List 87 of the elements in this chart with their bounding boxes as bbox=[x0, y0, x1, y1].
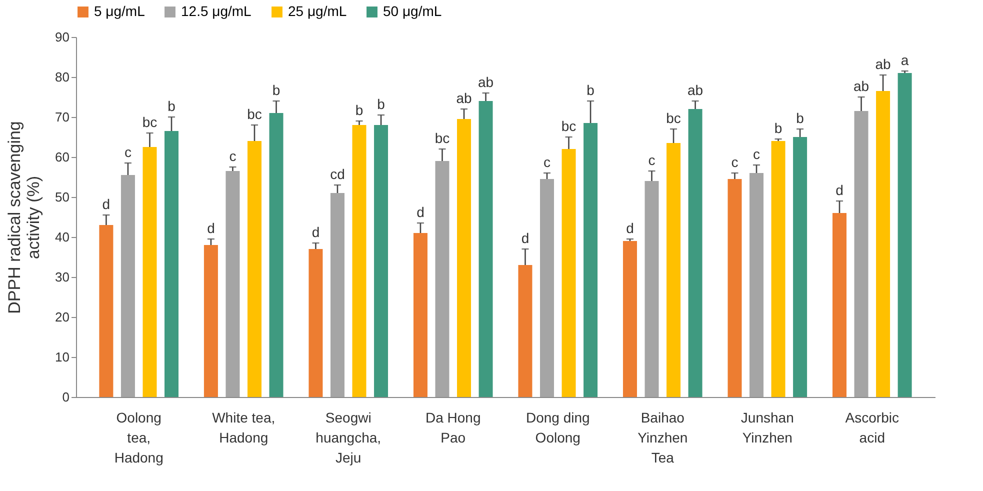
bar bbox=[793, 137, 808, 397]
bar bbox=[457, 119, 472, 397]
x-tick-label: Baihao Yinzhen Tea bbox=[638, 410, 688, 466]
data-label: b bbox=[586, 82, 595, 98]
bar bbox=[226, 171, 240, 397]
x-tick-label: Oolong tea, Hadong bbox=[114, 410, 164, 466]
y-tick-label: 60 bbox=[55, 150, 70, 164]
data-label: c bbox=[543, 154, 550, 170]
bar bbox=[644, 181, 659, 397]
x-tick-label: Seogwi huangcha, Jeju bbox=[316, 410, 382, 466]
bar bbox=[876, 91, 890, 397]
data-label: bc bbox=[247, 106, 262, 122]
x-tick-label: Junshan Yinzhen bbox=[740, 410, 794, 446]
data-label: bc bbox=[434, 130, 450, 146]
data-label: ab bbox=[875, 56, 892, 72]
bar bbox=[269, 113, 284, 397]
data-label: d bbox=[416, 204, 424, 220]
bar bbox=[832, 213, 846, 397]
y-tick-label: 40 bbox=[55, 230, 70, 244]
data-label: ab bbox=[853, 78, 870, 94]
data-label: d bbox=[312, 224, 320, 240]
y-axis-title: DPPH radical scavenging activity (%) bbox=[5, 121, 44, 314]
data-label: d bbox=[836, 182, 844, 198]
legend-label: 50 μg/mL bbox=[383, 3, 442, 19]
legend-label: 12.5 μg/mL bbox=[181, 3, 252, 19]
data-label: b bbox=[168, 98, 176, 114]
bar bbox=[750, 173, 764, 397]
bar bbox=[120, 175, 135, 397]
bar bbox=[308, 249, 323, 397]
data-label: b bbox=[272, 82, 280, 98]
data-label: bc bbox=[666, 110, 681, 126]
bar bbox=[352, 125, 366, 397]
data-label: a bbox=[900, 52, 909, 68]
data-label: ab bbox=[478, 74, 494, 90]
y-tick-label: 30 bbox=[55, 270, 70, 284]
y-tick-label: 10 bbox=[55, 350, 70, 364]
bar bbox=[478, 101, 493, 397]
data-label: d bbox=[207, 220, 215, 236]
data-label: c bbox=[753, 146, 760, 162]
legend-label: 25 μg/mL bbox=[288, 3, 347, 19]
bar bbox=[666, 143, 681, 397]
x-tick-label: Da Hong Pao bbox=[425, 410, 481, 446]
bar bbox=[771, 141, 786, 397]
x-tick-label: Dong ding Oolong bbox=[526, 410, 590, 446]
y-tick-label: 70 bbox=[55, 110, 70, 124]
y-tick-label: 20 bbox=[55, 310, 70, 324]
data-label: bc bbox=[142, 114, 158, 130]
bar bbox=[142, 147, 157, 397]
bar bbox=[518, 265, 532, 397]
y-tick-label: 50 bbox=[55, 190, 70, 204]
bar bbox=[622, 241, 637, 397]
bar bbox=[435, 161, 450, 397]
bar bbox=[688, 109, 702, 397]
data-label: b bbox=[377, 96, 386, 112]
data-label: d bbox=[521, 230, 530, 246]
data-label: ab bbox=[687, 82, 704, 98]
data-label: d bbox=[626, 220, 634, 236]
data-label: c bbox=[648, 152, 656, 168]
bar bbox=[562, 149, 576, 397]
y-tick-label: 80 bbox=[55, 70, 70, 84]
bar bbox=[99, 225, 114, 397]
data-label: b bbox=[774, 120, 782, 136]
bar bbox=[540, 179, 554, 397]
data-label: bc bbox=[561, 118, 576, 134]
bar bbox=[330, 193, 344, 397]
legend-label: 5 μg/mL bbox=[94, 3, 146, 19]
bar bbox=[247, 141, 262, 397]
bar bbox=[854, 111, 868, 397]
data-label: ab bbox=[456, 90, 472, 106]
bar bbox=[413, 233, 428, 397]
bar bbox=[204, 245, 218, 397]
x-tick-label: Ascorbic acid bbox=[845, 410, 899, 446]
data-label: c bbox=[731, 154, 738, 170]
bar bbox=[164, 131, 179, 397]
x-tick-label: White tea, Hadong bbox=[212, 410, 276, 446]
y-tick-label: 90 bbox=[55, 30, 70, 44]
bar bbox=[728, 179, 742, 397]
bar bbox=[898, 73, 912, 397]
data-label: c bbox=[124, 144, 132, 160]
data-label: cd bbox=[330, 166, 345, 182]
data-label: b bbox=[796, 110, 804, 126]
y-tick-label: 0 bbox=[62, 390, 70, 404]
bar bbox=[374, 125, 388, 397]
data-label: d bbox=[102, 196, 110, 212]
data-label: b bbox=[355, 102, 364, 118]
data-label: c bbox=[229, 148, 236, 164]
bar bbox=[584, 123, 598, 397]
